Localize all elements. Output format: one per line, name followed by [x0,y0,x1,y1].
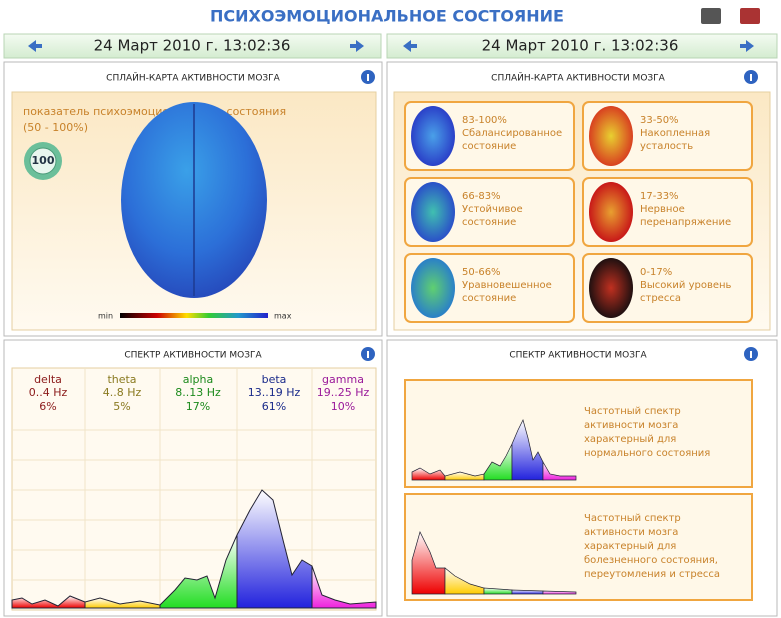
print-icon[interactable] [701,8,721,24]
spectrum-area [11,367,377,611]
ref-text: активности мозга [584,527,678,538]
ref-text: активности мозга [584,420,678,431]
ref-text: Частотный спектр [584,513,681,524]
next-arrow[interactable] [740,40,754,52]
legend-text: стресса [640,293,681,304]
legend-text: Сбалансированное [462,128,562,139]
prev-arrow[interactable] [28,40,42,52]
legend-text: состояние [462,293,516,304]
brain-icon [589,258,633,318]
band-share: 5% [113,400,130,413]
brain-icon [589,106,633,166]
band-share: 10% [331,400,355,413]
brain-icon [589,182,633,242]
prev-arrow[interactable] [403,40,417,52]
ref-card [404,379,753,488]
page-title: ПСИХОЭМОЦИОНАЛЬНОЕ СОСТОЯНИЕ [210,7,564,26]
nav-left: 24 Март 2010 г. 13:02:36 [3,33,382,59]
brain-icon [411,106,455,166]
ref-text: характерный для [584,541,676,552]
legend-range: 50-66% [462,267,501,278]
legend-text: состояние [462,141,516,152]
brain-icon [411,182,455,242]
band-freq: 4..8 Hz [103,386,142,399]
band-name: beta [262,373,287,386]
info-glyph [367,351,369,358]
legend-text: состояние [462,217,516,228]
legend-range: 66-83% [462,191,501,202]
band-freq: 19..25 Hz [317,386,370,399]
indicator-range: (50 - 100%) [23,121,88,134]
info-glyph [750,74,752,81]
brain-icon [411,258,455,318]
band-name: delta [34,373,62,386]
band-freq: 0..4 Hz [29,386,68,399]
scale-min: min [98,312,113,321]
book-icon[interactable] [740,8,760,24]
scale-max: max [274,312,292,321]
ref-text: болезненного состояния, [584,555,718,566]
datetime: 24 Март 2010 г. 13:02:36 [482,37,679,55]
legend-range: 33-50% [640,115,679,126]
panel-title: СПЛАЙН-КАРТА АКТИВНОСТИ МОЗГА [106,72,280,84]
legend-text: Устойчивое [462,204,523,215]
panel-title: СПЛАЙН-КАРТА АКТИВНОСТИ МОЗГА [491,72,665,84]
datetime: 24 Март 2010 г. 13:02:36 [94,37,291,55]
nav-right: 24 Март 2010 г. 13:02:36 [386,33,778,59]
ref-text: нормального состояния [584,448,710,459]
ref-text: переутомления и стресса [584,569,720,580]
band-name: theta [107,373,136,386]
legend-text: Высокий уровень [640,280,732,291]
legend-text: усталость [640,141,693,152]
next-arrow[interactable] [350,40,364,52]
color-scale [120,313,268,318]
info-glyph [750,351,752,358]
legend-text: Нервное [640,204,685,215]
legend-text: Накопленная [640,128,710,139]
legend-range: 17-33% [640,191,679,202]
panel-title: СПЕКТР АКТИВНОСТИ МОЗГА [509,351,647,361]
band-share: 61% [262,400,286,413]
band-freq: 13..19 Hz [248,386,301,399]
info-glyph [367,74,369,81]
ref-text: характерный для [584,434,676,445]
band-share: 6% [39,400,56,413]
legend-text: Уравновешенное [462,280,552,291]
band-freq: 8..13 Hz [175,386,221,399]
band-name: gamma [322,373,364,386]
legend-range: 0-17% [640,267,672,278]
panel-title: СПЕКТР АКТИВНОСТИ МОЗГА [124,351,262,361]
indicator-label: показатель психоэмоционального состояния [23,105,286,118]
legend-text: перенапряжение [640,217,731,228]
band-name: alpha [183,373,214,386]
spectrum-curve [11,489,377,609]
score: 100 [32,154,55,167]
ref-text: Частотный спектр [584,406,681,417]
band-share: 17% [186,400,210,413]
legend-range: 83-100% [462,115,507,126]
